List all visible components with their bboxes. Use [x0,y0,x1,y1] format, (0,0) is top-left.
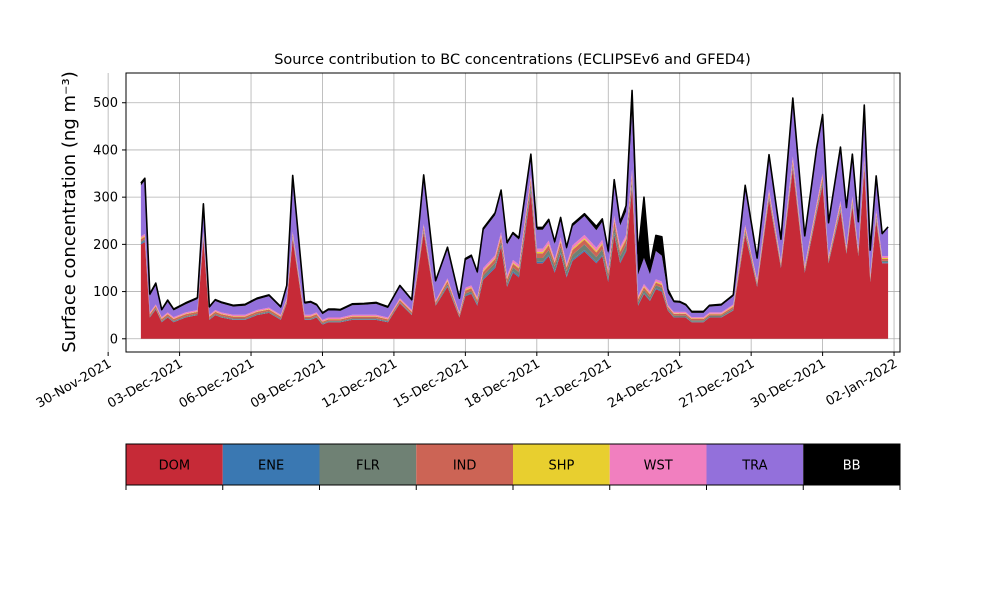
legend-swatch-bb [803,444,900,485]
y-axis-label: Surface concentration (ng m⁻³) [59,71,80,353]
x-tick-label: 06-Dec-2021 [177,356,257,411]
legend-label-bb: BB [843,459,861,474]
x-tick-label: 30-Nov-2021 [34,356,114,411]
legend-label-shp: SHP [548,459,574,474]
x-tick-label: 30-Dec-2021 [748,356,828,411]
legend-swatch-flr [319,444,417,485]
legend-label-wst: WST [644,459,673,474]
total-outline [140,89,889,314]
legend-label-flr: FLR [356,459,380,474]
y-tick-label: 0 [110,332,118,347]
x-tick-label: 12-Dec-2021 [320,356,400,411]
legend-label-ene: ENE [258,459,284,474]
x-tick-label: 03-Dec-2021 [105,356,185,411]
y-tick-label: 400 [93,143,118,158]
y-tick-label: 300 [93,191,118,206]
x-tick-label: 18-Dec-2021 [462,356,542,411]
legend-swatch-shp [513,444,610,485]
area-dom [140,168,889,339]
chart-title: Source contribution to BC concentrations… [274,52,751,68]
y-tick-label: 500 [93,96,118,111]
legend-label-dom: DOM [159,459,190,474]
legend-swatch-ene [222,444,320,485]
x-tick-label: 24-Dec-2021 [605,356,685,411]
x-tick-label: 15-Dec-2021 [391,356,471,411]
legend-swatch-wst [609,444,707,485]
stacked-areas [140,89,889,339]
x-tick-label: 02-Jan-2022 [823,356,900,409]
y-tick-label: 200 [93,238,118,253]
legend-swatch-ind [416,444,513,485]
x-tick-label: 21-Dec-2021 [534,356,614,411]
legend-label-tra: TRA [741,459,767,474]
plot-frame [125,72,901,353]
x-tick-label: 27-Dec-2021 [677,356,757,411]
legend-label-ind: IND [453,459,477,474]
legend: DOM ENE FLR IND SHP WST TRA BB [125,443,901,490]
y-tick-label: 100 [93,285,118,300]
legend-swatch-tra [706,444,804,485]
legend-swatch-dom [126,444,223,485]
x-tick-label: 09-Dec-2021 [248,356,328,411]
